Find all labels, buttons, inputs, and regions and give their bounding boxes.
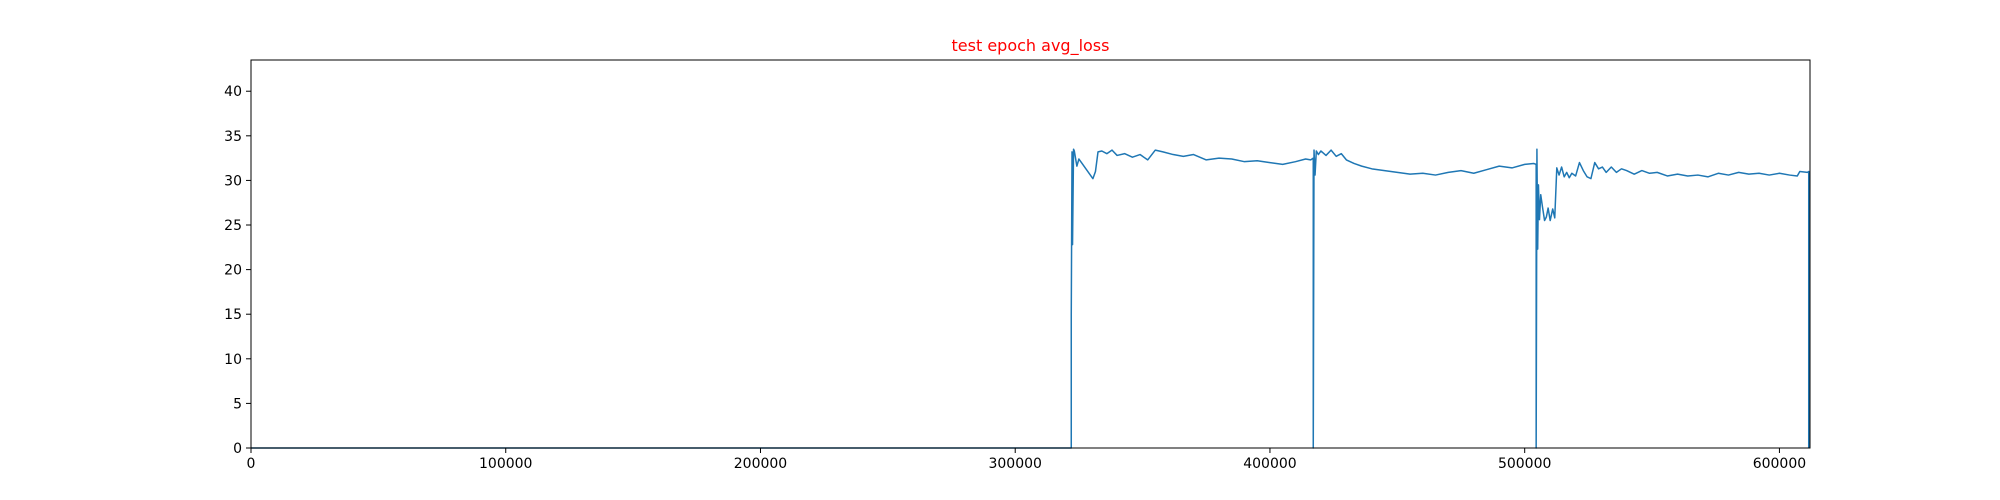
axis-ticks: 0 100000 200000 300000 400000 500000 600000 0 5 1…	[224, 84, 1806, 472]
chart-title: test epoch avg_loss	[952, 36, 1110, 56]
plot-area	[251, 148, 1810, 449]
x-tick-label: 300000	[988, 456, 1041, 472]
y-tick-label: 20	[224, 263, 242, 279]
x-tick-label: 200000	[734, 456, 787, 472]
y-tick-label: 25	[224, 218, 242, 234]
y-tick-label: 10	[224, 352, 242, 368]
x-tick-label: 400000	[1243, 456, 1296, 472]
y-tick-label: 40	[224, 84, 242, 100]
x-tick-label: 0	[247, 456, 256, 472]
axes-frame	[250, 59, 1811, 449]
y-tick-label: 35	[224, 129, 242, 145]
y-tick-label: 15	[224, 307, 242, 323]
x-tick-label: 600000	[1753, 456, 1806, 472]
y-tick-label: 0	[233, 441, 242, 457]
y-tick-label: 30	[224, 173, 242, 189]
y-tick-label: 5	[233, 396, 242, 412]
series-line	[251, 148, 1810, 449]
x-tick-label: 100000	[479, 456, 532, 472]
x-tick-label: 500000	[1498, 456, 1551, 472]
